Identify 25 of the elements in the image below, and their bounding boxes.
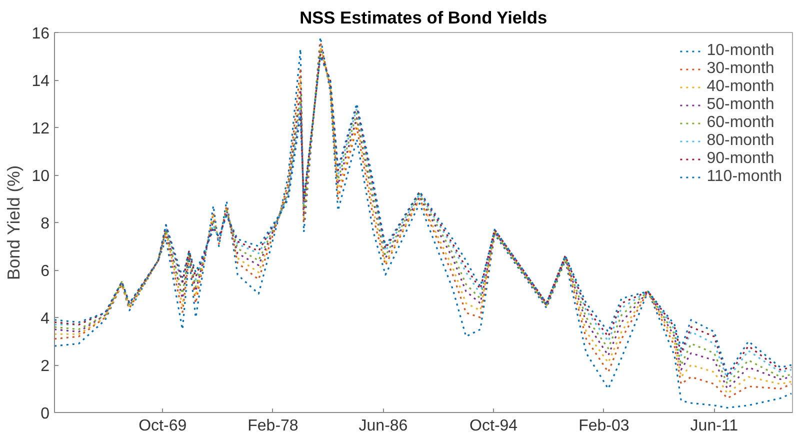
- y-tick-label: 16: [32, 26, 50, 42]
- legend-label: 90-month: [706, 150, 774, 168]
- legend-label: 40-month: [706, 78, 774, 96]
- x-tick-label: Oct-69: [138, 418, 187, 434]
- chart-title: NSS Estimates of Bond Yields: [300, 8, 548, 28]
- y-tick-label: 14: [32, 73, 50, 90]
- y-tick-label: 2: [40, 358, 50, 375]
- y-tick-label: 6: [40, 263, 50, 280]
- legend-label: 110-month: [706, 168, 782, 186]
- x-tick-label: Oct-94: [470, 418, 518, 434]
- y-tick-label: 0: [40, 406, 50, 422]
- x-tick-label: Jun-11: [690, 418, 738, 434]
- legend-label: 80-month: [706, 132, 774, 150]
- x-tick-label: Feb-78: [248, 418, 298, 434]
- legend-label: 50-month: [706, 96, 774, 114]
- legend-label: 60-month: [706, 114, 774, 132]
- x-tick-label: Jun-86: [358, 418, 408, 434]
- x-tick-label: Feb-03: [578, 418, 630, 434]
- legend-label: 30-month: [706, 60, 774, 78]
- y-tick-label: 8: [40, 216, 50, 232]
- y-axis-title: Bond Yield (%): [4, 165, 24, 280]
- legend-label: 10-month: [706, 42, 774, 60]
- y-tick-label: 10: [32, 168, 50, 185]
- y-tick-label: 12: [32, 120, 50, 138]
- y-tick-label: 4: [40, 310, 50, 328]
